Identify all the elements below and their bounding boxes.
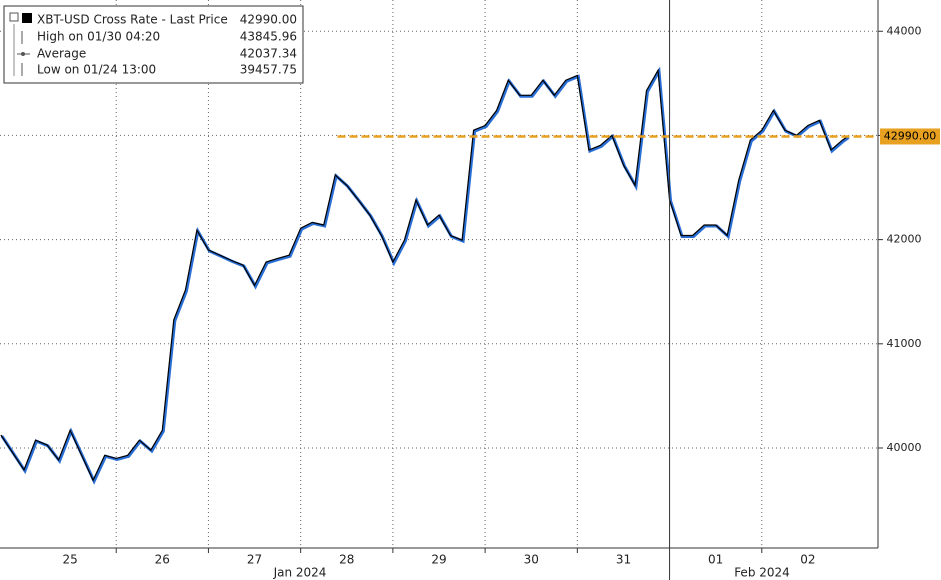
legend-value: 42037.34 (240, 47, 297, 61)
legend-value: 42990.00 (240, 13, 297, 27)
plot (0, 0, 878, 548)
legend-icon (21, 52, 25, 56)
y-tick-label: 40000 (887, 441, 922, 454)
x-tick-label: 25 (62, 553, 77, 567)
x-tick-label: 26 (155, 553, 170, 567)
x-tick-label: 01 (708, 553, 723, 567)
x-tick-label: 28 (339, 553, 354, 567)
legend: XBT-USD Cross Rate - Last Price 42990.00… (3, 5, 304, 84)
legend-label: High on 01/30 04:20 (37, 30, 160, 44)
legend-label: XBT-USD Cross Rate - Last Price (37, 13, 228, 27)
last-price-label: 42990.00 (884, 129, 937, 142)
month-label: Jan 2024 (273, 566, 327, 580)
legend-icon (9, 12, 19, 22)
line (0, 68, 848, 482)
legend-swatch (22, 13, 32, 23)
x-tick-label: 31 (616, 553, 631, 567)
legend-label: Average (37, 47, 86, 61)
x-tick-label: 02 (800, 553, 815, 567)
legend-value: 43845.96 (240, 30, 297, 44)
legend-label: Low on 01/24 13:00 (37, 63, 156, 77)
y-tick-label: 42000 (887, 233, 922, 246)
last-price-tag (880, 128, 940, 145)
x-tick-label: 30 (524, 553, 539, 567)
legend-box (3, 5, 304, 84)
month-label: Feb 2024 (734, 566, 790, 580)
legend-value: 39457.75 (240, 63, 297, 77)
y-tick-label: 41000 (887, 337, 922, 350)
line-shadow (0, 66, 850, 485)
x-tick-label: 27 (247, 553, 262, 567)
y-tick-label: 44000 (887, 24, 922, 37)
x-tick-label: 29 (431, 553, 446, 567)
